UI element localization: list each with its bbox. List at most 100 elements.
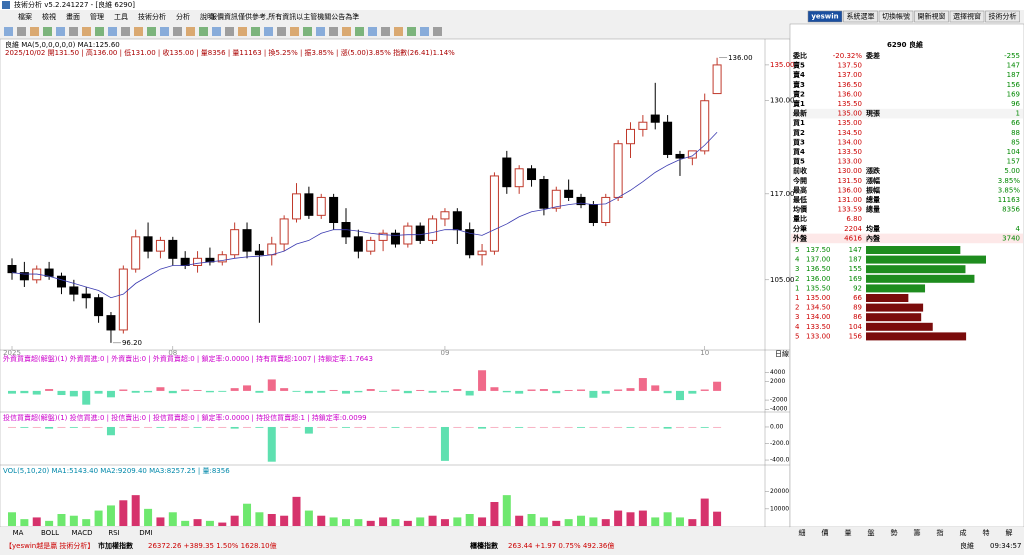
candle-body <box>168 239 178 259</box>
toolbar-button[interactable] <box>17 27 26 36</box>
toolbar-button[interactable] <box>108 27 117 36</box>
toolbar-button[interactable] <box>381 27 390 36</box>
histogram-bar <box>577 515 586 526</box>
histogram-bar <box>243 426 252 428</box>
side-tab[interactable]: 解 <box>1006 528 1013 537</box>
toolbar-button[interactable] <box>69 27 78 36</box>
toolbar-button[interactable] <box>225 27 234 36</box>
top-button[interactable] <box>878 10 914 23</box>
candle-body <box>601 196 611 224</box>
histogram-bar <box>478 370 487 391</box>
top-button-label[interactable]: 技術分析 <box>989 12 1017 21</box>
toolbar-button[interactable] <box>368 27 377 36</box>
toolbar-button[interactable] <box>43 27 52 36</box>
top-button[interactable] <box>843 10 878 23</box>
top-button[interactable] <box>914 10 949 23</box>
indicator-tab[interactable]: BOLL <box>41 529 59 537</box>
histogram-bar <box>329 426 338 428</box>
toolbar-button[interactable] <box>238 27 247 36</box>
histogram-bar <box>131 426 140 428</box>
row-value: 131.50 <box>838 177 863 185</box>
histogram-bar <box>8 512 16 526</box>
toolbar-button[interactable] <box>95 27 104 36</box>
toolbar-button[interactable] <box>394 27 403 36</box>
toolbar-button[interactable] <box>121 27 130 36</box>
toolbar-button[interactable] <box>173 27 182 36</box>
candle-body <box>143 236 153 252</box>
toolbar-button[interactable] <box>134 27 143 36</box>
menu-item[interactable]: 畫面 <box>66 12 80 21</box>
histogram-bar <box>304 510 313 526</box>
side-tab[interactable]: 特 <box>983 528 990 537</box>
histogram-bar <box>416 389 425 391</box>
toolbar-button[interactable] <box>355 27 364 36</box>
toolbar-button[interactable] <box>303 27 312 36</box>
top-button-label[interactable]: 切換帳號 <box>882 12 910 21</box>
toolbar-button[interactable] <box>264 27 273 36</box>
toolbar-button[interactable] <box>186 27 195 36</box>
candle-body <box>56 275 66 288</box>
toolbar-button[interactable] <box>316 27 325 36</box>
side-tab[interactable]: 籌 <box>914 528 921 537</box>
menu-item[interactable]: 檢視 <box>42 12 56 21</box>
toolbar-button[interactable] <box>420 27 429 36</box>
histogram-bar <box>119 426 128 428</box>
menu-item[interactable]: 檔案 <box>18 12 32 21</box>
top-button-label[interactable]: yeswin <box>811 13 838 21</box>
menu-item[interactable]: 技術分析 <box>138 12 166 21</box>
indicator-tab[interactable]: DMI <box>139 529 153 537</box>
toolbar-button[interactable] <box>160 27 169 36</box>
row-value: 134.00 <box>838 138 863 146</box>
indicator-tab[interactable]: RSI <box>108 529 119 537</box>
toolbar-button[interactable] <box>199 27 208 36</box>
depth-qty: 147 <box>849 246 862 254</box>
row-value-2: 1 <box>1016 110 1020 118</box>
toolbar-button[interactable] <box>433 27 442 36</box>
toolbar-button[interactable] <box>342 27 351 36</box>
top-button[interactable] <box>807 10 843 23</box>
row-label-2: 振幅 <box>866 185 880 194</box>
toolbar-button[interactable] <box>147 27 156 36</box>
toolbar-button[interactable] <box>82 27 91 36</box>
depth-qty: 187 <box>849 256 862 264</box>
histogram-bar <box>638 510 647 526</box>
side-tab[interactable]: 指 <box>937 528 944 537</box>
histogram-bar <box>539 426 548 428</box>
histogram-bar <box>453 389 462 391</box>
histogram-bar <box>564 389 573 391</box>
toolbar-button[interactable] <box>329 27 338 36</box>
histogram-bar <box>675 517 684 526</box>
histogram-bar <box>428 390 437 393</box>
top-button[interactable] <box>949 10 985 23</box>
side-tab[interactable]: 成 <box>960 528 967 537</box>
toolbar-button[interactable] <box>277 27 286 36</box>
toolbar-button[interactable] <box>251 27 260 36</box>
top-button-label[interactable]: 選擇視窗 <box>953 12 981 21</box>
top-button-label[interactable]: 開新視窗 <box>918 12 946 21</box>
menu-item[interactable]: 說明 <box>200 12 214 21</box>
row-value: 133.00 <box>838 158 863 166</box>
side-tab[interactable]: 價 <box>822 528 829 537</box>
histogram-bar <box>391 389 400 391</box>
toolbar-button[interactable] <box>407 27 416 36</box>
menu-item[interactable]: 管理 <box>90 12 104 21</box>
side-tab[interactable]: 細 <box>799 528 806 537</box>
toolbar-button[interactable] <box>30 27 39 36</box>
side-tab[interactable]: 勢 <box>891 528 898 537</box>
menu-item[interactable]: 分析 <box>176 12 190 21</box>
toolbar-button[interactable] <box>290 27 299 36</box>
histogram-bar <box>663 390 672 394</box>
histogram-bar <box>57 390 66 396</box>
indicator-tab[interactable]: MA <box>13 529 24 537</box>
toolbar-button[interactable] <box>212 27 221 36</box>
x-tick-label: 09 <box>440 349 449 357</box>
histogram-bar <box>589 517 598 526</box>
side-tab[interactable]: 盤 <box>868 528 875 537</box>
menu-item[interactable]: 工具 <box>114 13 128 21</box>
toolbar-button[interactable] <box>56 27 65 36</box>
top-button[interactable] <box>985 10 1020 23</box>
toolbar-button[interactable] <box>4 27 13 36</box>
top-button-label[interactable]: 系統選單 <box>847 12 875 21</box>
side-tab[interactable]: 量 <box>845 529 852 537</box>
indicator-tab[interactable]: MACD <box>72 529 93 537</box>
